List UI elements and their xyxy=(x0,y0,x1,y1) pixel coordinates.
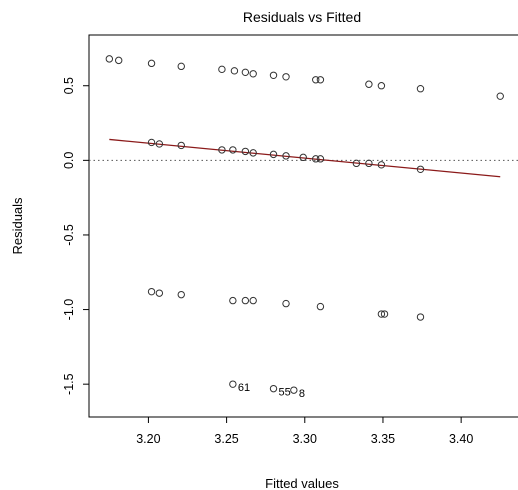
scatter-point xyxy=(105,55,114,63)
scatter-point xyxy=(177,290,185,299)
scatter-point xyxy=(352,159,361,168)
scatter-point xyxy=(416,85,425,93)
x-tick-label: 3.40 xyxy=(449,432,473,446)
scatter-point xyxy=(229,146,237,154)
scatter-point xyxy=(218,65,226,74)
scatter-point xyxy=(241,296,250,305)
scatter-point xyxy=(241,68,250,77)
scatter-point xyxy=(282,73,290,81)
x-axis-label: Fitted values xyxy=(265,476,339,490)
scatter-point xyxy=(416,165,425,173)
scatter-point xyxy=(299,153,307,162)
trend-line xyxy=(109,138,501,178)
scatter-point xyxy=(218,146,226,154)
scatter-point xyxy=(316,155,325,163)
point-label: 61 xyxy=(238,382,250,394)
y-axis-label: Residuals xyxy=(10,197,25,255)
scatter-point xyxy=(377,310,386,318)
scatter-point xyxy=(312,155,320,163)
scatter-point xyxy=(147,59,156,68)
scatter-point xyxy=(147,287,156,296)
x-tick-label: 3.35 xyxy=(371,432,395,446)
scatter-point xyxy=(365,80,373,88)
scatter-point xyxy=(416,313,425,321)
scatter-point xyxy=(380,310,389,318)
scatter-point xyxy=(155,140,164,148)
scatter-point xyxy=(282,152,290,160)
scatter-point xyxy=(249,70,257,78)
scatter-point xyxy=(269,150,278,159)
scatter-point xyxy=(249,296,257,305)
y-tick-label: -0.5 xyxy=(62,224,76,246)
scatter-point xyxy=(269,71,278,79)
scatter-point xyxy=(115,56,123,65)
scatter-point xyxy=(282,299,290,308)
scatter-point xyxy=(230,67,239,75)
scatter-point xyxy=(496,92,504,100)
scatter-point xyxy=(377,161,386,169)
scatter-point xyxy=(177,141,185,150)
scatter-point xyxy=(316,76,325,84)
scatter-point xyxy=(377,82,386,90)
scatter-point xyxy=(365,159,373,168)
scatter-point xyxy=(229,296,237,305)
scatter-point xyxy=(229,380,237,388)
x-tick-label: 3.20 xyxy=(136,432,160,446)
point-label: 55 xyxy=(279,387,291,399)
plot-frame xyxy=(88,34,518,418)
y-tick-label: -1.0 xyxy=(62,299,76,321)
point-label: 8 xyxy=(299,388,305,400)
scatter-point xyxy=(312,76,320,84)
scatter-point xyxy=(290,386,298,394)
y-tick-label: 0.0 xyxy=(62,152,76,169)
x-tick-label: 3.30 xyxy=(293,432,317,446)
scatter-point xyxy=(249,149,257,157)
scatter-point xyxy=(147,138,156,147)
scatter-point xyxy=(316,302,325,311)
chart-title: Residuals vs Fitted xyxy=(243,9,361,25)
scatter-point xyxy=(241,147,250,156)
y-tick-label: -1.5 xyxy=(62,373,76,395)
x-tick-label: 3.25 xyxy=(214,432,238,446)
scatter-point xyxy=(177,62,185,71)
scatter-point xyxy=(269,384,278,393)
y-tick-label: 0.5 xyxy=(62,77,76,94)
scatter-point xyxy=(155,289,164,297)
